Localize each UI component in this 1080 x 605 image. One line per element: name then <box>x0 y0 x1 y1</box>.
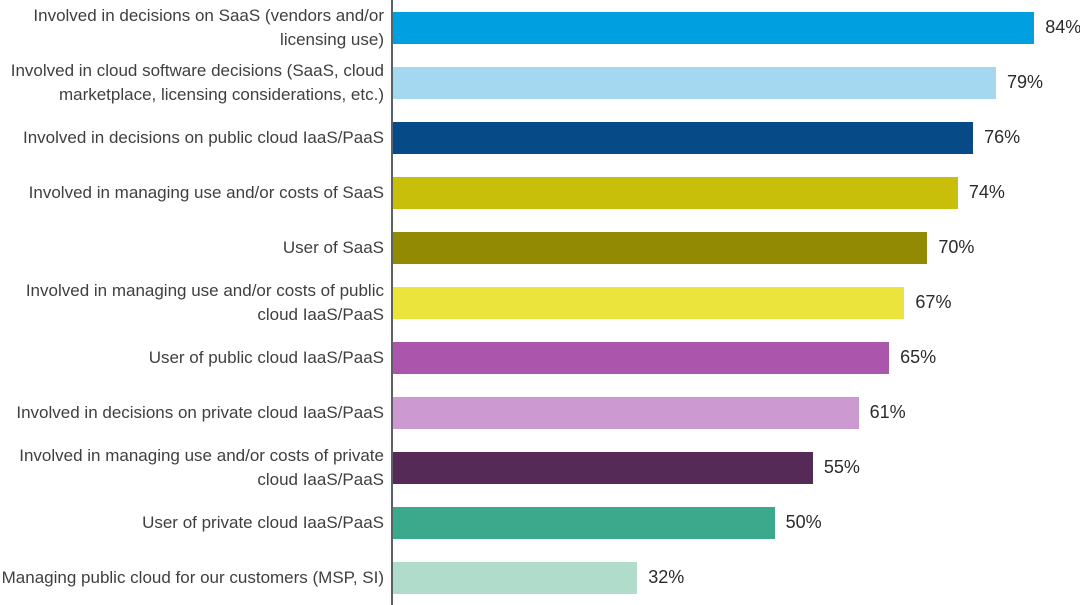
bar <box>393 231 928 264</box>
value-label: 61% <box>869 402 906 422</box>
chart-row: Involved in decisions on public cloud Ia… <box>0 110 1080 165</box>
category-label: User of private cloud IaaS/PaaS <box>142 512 384 532</box>
category-label: Involved in managing use and/or costs of… <box>19 445 384 489</box>
bar <box>393 341 890 374</box>
category-label: Managing public cloud for our customers … <box>1 567 384 587</box>
value-label: 76% <box>984 127 1021 147</box>
value-label: 65% <box>900 347 937 367</box>
chart-row: Involved in cloud software decisions (Sa… <box>0 55 1080 110</box>
bar-track: 65% <box>393 330 1080 385</box>
chart-row: User of SaaS 70% <box>0 220 1080 275</box>
bar <box>393 66 997 99</box>
category-label: Involved in managing use and/or costs of… <box>28 182 384 202</box>
category-label: Involved in managing use and/or costs of… <box>25 280 384 324</box>
category-label: Involved in cloud software decisions (Sa… <box>10 60 384 104</box>
category-label: User of SaaS <box>282 237 384 257</box>
bar-track: 74% <box>393 165 1080 220</box>
bar <box>393 451 813 484</box>
value-label: 84% <box>1045 17 1080 37</box>
bar <box>393 176 958 209</box>
bar <box>393 561 638 594</box>
chart-row: Managing public cloud for our customers … <box>0 550 1080 605</box>
chart-row: Involved in managing use and/or costs of… <box>0 165 1080 220</box>
value-label: 55% <box>823 457 860 477</box>
bar <box>393 121 974 154</box>
bar-track: 55% <box>393 440 1080 495</box>
category-label: Involved in decisions on SaaS (vendors a… <box>33 5 384 49</box>
y-axis-line <box>391 0 393 605</box>
bar <box>393 396 859 429</box>
bar-track: 67% <box>393 275 1080 330</box>
chart-row: Involved in managing use and/or costs of… <box>0 275 1080 330</box>
bar <box>393 286 905 319</box>
chart-row: User of private cloud IaaS/PaaS 50% <box>0 495 1080 550</box>
value-label: 74% <box>968 182 1005 202</box>
bar-track: 50% <box>393 495 1080 550</box>
value-label: 70% <box>938 237 975 257</box>
category-label: Involved in decisions on public cloud Ia… <box>22 127 384 147</box>
bar <box>393 506 775 539</box>
bar-track: 76% <box>393 110 1080 165</box>
value-label: 67% <box>915 292 952 312</box>
value-label: 50% <box>785 512 822 532</box>
bar-track: 61% <box>393 385 1080 440</box>
bar-track: 79% <box>393 55 1080 110</box>
category-label: Involved in decisions on private cloud I… <box>16 402 384 422</box>
chart-row: User of public cloud IaaS/PaaS 65% <box>0 330 1080 385</box>
chart-row: Involved in decisions on SaaS (vendors a… <box>0 0 1080 55</box>
bar-track: 70% <box>393 220 1080 275</box>
chart-row: Involved in managing use and/or costs of… <box>0 440 1080 495</box>
bar <box>393 11 1035 44</box>
chart-row: Involved in decisions on private cloud I… <box>0 385 1080 440</box>
category-label: User of public cloud IaaS/PaaS <box>148 347 384 367</box>
bar-track: 32% <box>393 550 1080 605</box>
value-label: 32% <box>648 567 685 587</box>
bar-track: 84% <box>393 0 1080 55</box>
value-label: 79% <box>1007 72 1044 92</box>
